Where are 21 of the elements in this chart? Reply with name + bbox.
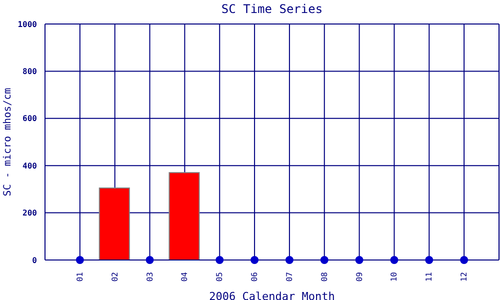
- x-tick-label: 05: [215, 272, 224, 282]
- y-tick-label: 600: [22, 114, 38, 124]
- y-tick-label: 800: [22, 67, 38, 76]
- chart-title: SC Time Series: [220, 2, 324, 16]
- x-tick-label: 01: [75, 272, 84, 282]
- x-tick-label: 07: [284, 272, 294, 282]
- x-axis-title: 2006 Calendar Month: [209, 290, 335, 300]
- x-tick-label: 02: [110, 272, 120, 282]
- x-tick-label: 08: [320, 272, 329, 282]
- x-tick-label: 06: [250, 272, 260, 282]
- x-tick-label: 09: [354, 272, 364, 282]
- y-tick-label: 200: [22, 208, 38, 218]
- x-tick-label: 04: [180, 272, 190, 282]
- x-tick-label: 03: [145, 272, 154, 282]
- y-axis-title: SC - micro mhos/cm: [2, 88, 14, 196]
- y-tick-label: 1000: [18, 20, 38, 29]
- y-tick-label: 0: [32, 256, 38, 265]
- x-tick-label: 11: [424, 272, 434, 282]
- y-tick-label: 400: [22, 161, 38, 170]
- x-tick-label: 12: [460, 272, 469, 282]
- x-tick-label: 10: [390, 272, 399, 282]
